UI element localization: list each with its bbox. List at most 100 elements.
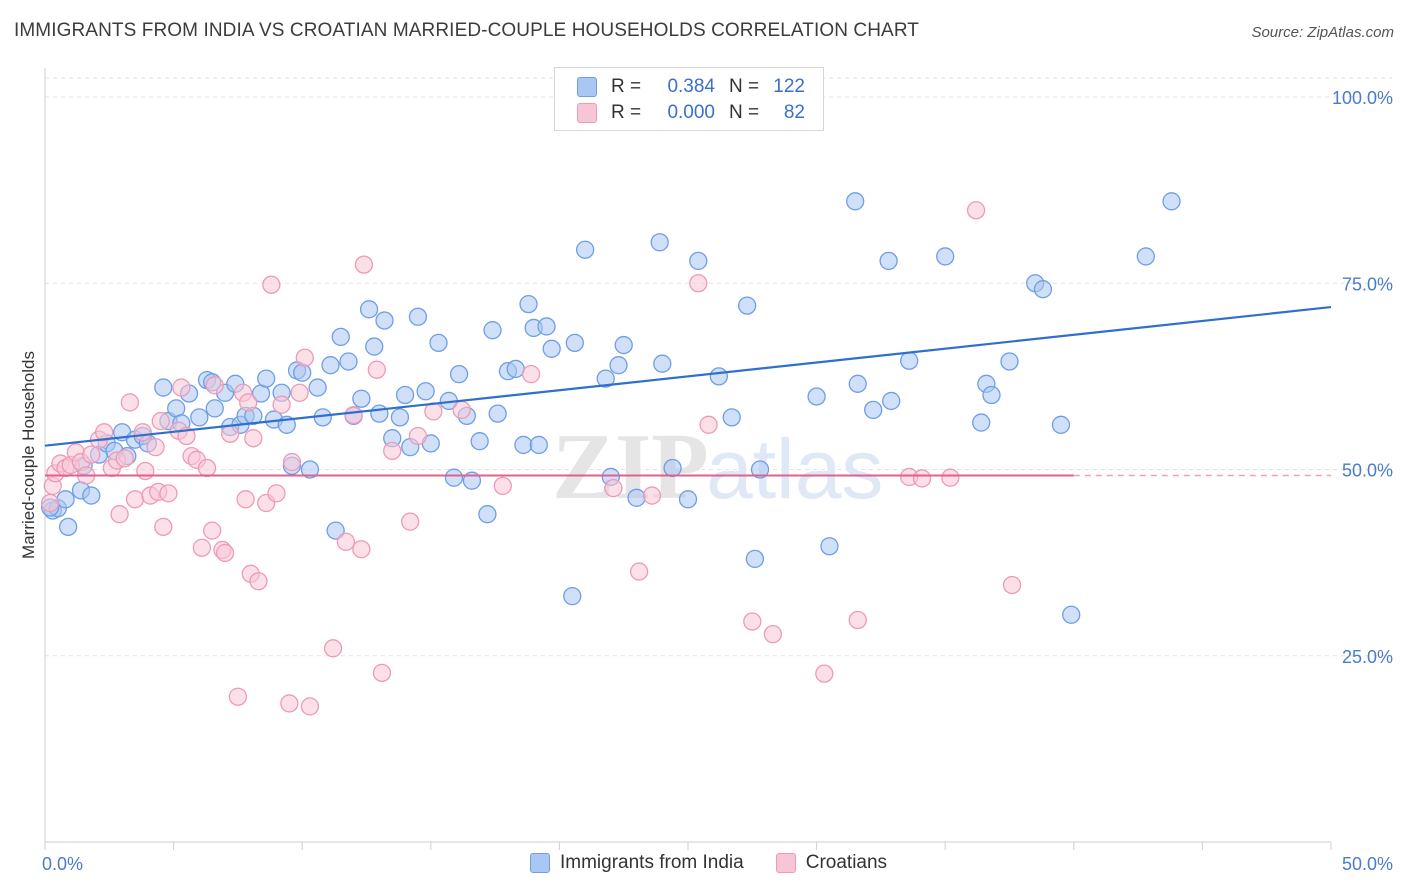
data-point: [846, 192, 865, 211]
series-croatians-points: [40, 201, 1022, 716]
watermark-atlas: atlas: [706, 422, 883, 516]
data-point: [429, 333, 448, 353]
data-point: [1136, 247, 1155, 266]
data-point: [344, 405, 363, 425]
data-point: [205, 399, 224, 418]
data-point: [82, 445, 101, 464]
data-point: [542, 339, 561, 358]
legend-n-value: 122: [773, 76, 805, 97]
data-point: [151, 411, 170, 431]
trendline-india: [44, 305, 1332, 447]
data-point: [359, 300, 379, 319]
data-point: [249, 572, 268, 591]
legend-item-india: Immigrants from India: [530, 852, 744, 874]
data-point: [820, 537, 839, 556]
data-point: [745, 549, 765, 569]
data-point: [133, 423, 152, 442]
data-point: [416, 382, 435, 401]
y-tick-label: 75.0%: [1342, 274, 1393, 294]
data-point: [244, 429, 263, 448]
data-point: [966, 201, 986, 220]
series-immigrants-from-india-points: [40, 192, 1181, 624]
data-point: [815, 664, 834, 683]
data-point: [722, 408, 741, 427]
data-point: [95, 423, 114, 442]
data-point: [1000, 352, 1019, 371]
data-point: [972, 413, 991, 432]
legend-r-value: 0.384: [667, 76, 715, 97]
data-point: [56, 490, 75, 509]
legend-swatch-croatians: [775, 853, 796, 873]
data-point: [982, 385, 1001, 405]
data-point: [565, 333, 584, 353]
data-point: [390, 408, 410, 427]
data-point: [367, 360, 386, 379]
y-tick-label: 100.0%: [1332, 88, 1393, 108]
data-point: [609, 356, 628, 375]
data-point: [197, 458, 217, 478]
data-point: [395, 385, 415, 405]
data-point: [521, 364, 541, 384]
source-credit: Source: ZipAtlas.com: [1251, 24, 1394, 41]
data-point: [537, 317, 556, 336]
data-point: [228, 687, 248, 706]
data-point: [650, 233, 669, 252]
legend-row-india: R = 0.384 N = 122: [577, 75, 805, 99]
data-point: [352, 389, 371, 408]
data-point: [401, 512, 420, 531]
data-point: [514, 435, 533, 455]
data-point: [408, 307, 428, 326]
legend-row-croatians: R = 0.000 N = 82: [577, 101, 805, 125]
data-point: [629, 562, 649, 581]
data-point: [221, 424, 240, 443]
data-point: [300, 697, 320, 716]
data-point: [339, 352, 358, 371]
data-point: [689, 251, 708, 271]
stats-legend: R = 0.384 N = 122 R = 0.000 N = 82: [554, 67, 824, 131]
data-point: [215, 543, 235, 563]
data-point: [882, 391, 901, 411]
data-point: [331, 327, 350, 347]
data-point: [354, 255, 374, 274]
data-point: [190, 408, 209, 427]
data-point: [192, 538, 212, 557]
data-point: [146, 437, 165, 457]
chart-title: IMMIGRANTS FROM INDIA VS CROATIAN MARRIE…: [14, 20, 920, 41]
data-point: [383, 441, 402, 461]
data-point: [1033, 280, 1053, 299]
trend-lines: [44, 305, 1332, 477]
data-point: [203, 521, 222, 540]
tick-labels: 100.0% 75.0% 50.0% 25.0% 0.0% 50.0%: [42, 88, 1393, 874]
data-point: [205, 376, 224, 395]
x-tick-label: 50.0%: [1342, 854, 1393, 874]
data-point: [519, 294, 538, 314]
data-point: [295, 348, 314, 367]
data-point: [699, 415, 718, 434]
data-point: [627, 488, 646, 507]
legend-swatch-croatians: [577, 103, 597, 123]
data-point: [82, 486, 101, 505]
data-point: [452, 400, 471, 420]
legend-label-india: Immigrants from India: [560, 852, 744, 873]
data-point: [262, 275, 281, 294]
data-point: [604, 478, 623, 498]
legend-n-label: N =: [729, 76, 760, 97]
data-point: [280, 694, 299, 713]
data-point: [470, 432, 489, 451]
y-tick-label: 25.0%: [1342, 647, 1393, 667]
data-point: [352, 540, 371, 559]
data-point: [478, 505, 497, 524]
legend-label-croatians: Croatians: [805, 852, 888, 873]
data-point: [864, 400, 883, 420]
data-point: [653, 354, 672, 373]
data-point: [154, 378, 173, 397]
data-point: [689, 274, 708, 293]
legend-r-label: R =: [611, 76, 642, 97]
data-point: [529, 435, 548, 455]
data-point: [444, 468, 464, 487]
data-point: [110, 505, 129, 524]
data-point: [336, 532, 356, 551]
data-point: [900, 351, 919, 370]
data-point: [614, 335, 633, 355]
data-point: [326, 521, 345, 540]
